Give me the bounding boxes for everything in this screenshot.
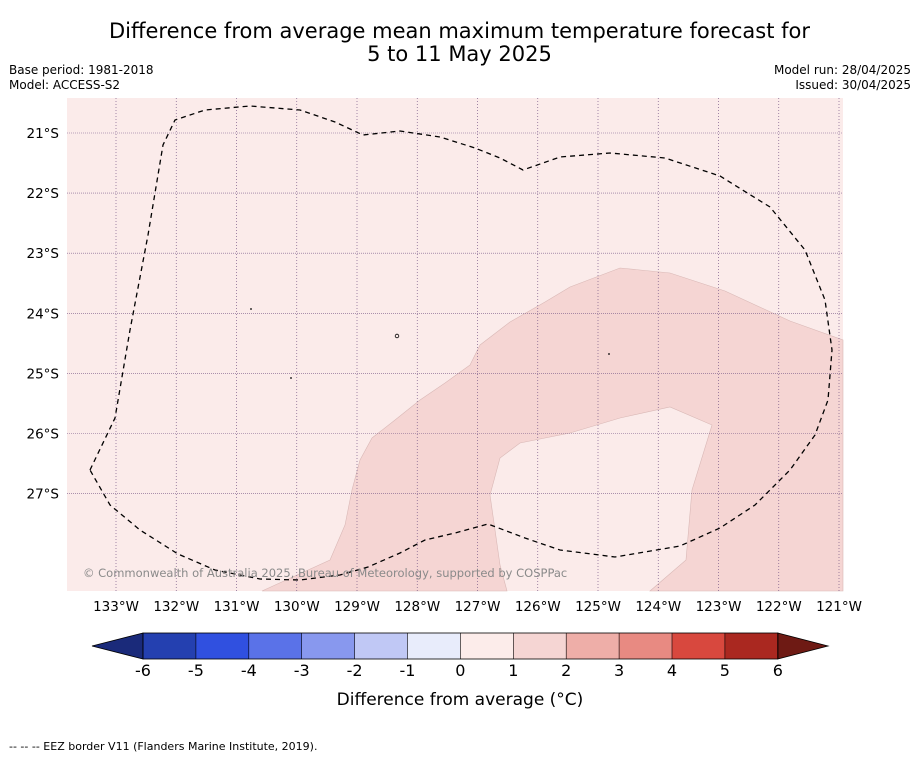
- longitude-label: 132°W: [153, 599, 199, 615]
- latitude-label: 22°S: [27, 186, 60, 202]
- longitude-label: 122°W: [756, 599, 802, 615]
- meta-left: Base period: 1981-2018 Model: ACCESS-S2: [9, 63, 154, 93]
- island-marker: [250, 308, 252, 310]
- colorbar-tick-label: -3: [294, 661, 310, 680]
- model-run: Model run: 28/04/2025: [773, 63, 911, 77]
- colorbar: -6 -5 -4 -3 -2 -1 0 1 2 3 4 5 6: [91, 632, 830, 680]
- latitude-labels: 21°S 22°S 23°S 24°S 25°S 26°S 27°S: [27, 126, 60, 503]
- longitude-label: 126°W: [515, 599, 561, 615]
- colorbar-segment: [672, 633, 726, 659]
- model-name: Model: ACCESS-S2: [9, 78, 121, 92]
- colorbar-tick-label: 3: [614, 661, 624, 680]
- colorbar-tick-label: -2: [347, 661, 363, 680]
- colorbar-segment: [724, 633, 779, 659]
- colorbar-segment: [460, 633, 514, 659]
- colorbar-segment: [195, 633, 250, 659]
- longitude-labels: 133°W 132°W 131°W 130°W 129°W 128°W 127°W 126°W…: [93, 599, 862, 615]
- latitude-label: 21°S: [27, 126, 60, 142]
- colorbar-segment: [248, 633, 303, 659]
- colorbar-tick-label: -5: [188, 661, 204, 680]
- latitude-label: 26°S: [27, 427, 60, 443]
- longitude-label: 129°W: [334, 599, 380, 615]
- island-marker: [608, 353, 610, 355]
- colorbar-tick-label: 4: [667, 661, 677, 680]
- issued-date: Issued: 30/04/2025: [795, 78, 911, 92]
- longitude-label: 124°W: [635, 599, 681, 615]
- colorbar-tick-label: -6: [135, 661, 151, 680]
- colorbar-tick-label: 2: [561, 661, 571, 680]
- latitude-label: 23°S: [27, 246, 60, 262]
- warm-anomaly-region: [261, 267, 844, 592]
- latitude-label: 25°S: [27, 366, 60, 382]
- colorbar-segment: [354, 633, 408, 659]
- colorbar-tick-label: 6: [773, 661, 783, 680]
- map-figure: © Commonwealth of Australia 2025, Bureau…: [27, 98, 862, 710]
- longitude-label: 133°W: [93, 599, 139, 615]
- longitude-label: 127°W: [455, 599, 501, 615]
- colorbar-segment: [619, 633, 673, 659]
- colorbar-segment: [143, 633, 197, 659]
- base-period: Base period: 1981-2018: [9, 63, 154, 77]
- latitude-label: 24°S: [27, 306, 60, 322]
- longitude-label: 131°W: [214, 599, 260, 615]
- colorbar-tick-label: -1: [400, 661, 416, 680]
- colorbar-segment: [513, 633, 567, 659]
- colorbar-segment: [566, 633, 620, 659]
- longitude-label: 123°W: [696, 599, 742, 615]
- longitude-label: 128°W: [394, 599, 440, 615]
- colorbar-tick-label: 0: [455, 661, 465, 680]
- copyright-notice: © Commonwealth of Australia 2025, Bureau…: [83, 566, 567, 580]
- longitude-label: 130°W: [274, 599, 320, 615]
- colorbar-tick-label: 1: [508, 661, 518, 680]
- colorbar-segment: [407, 633, 461, 659]
- graticule: [67, 98, 843, 591]
- colorbar-label: Difference from average (°C): [337, 690, 584, 710]
- longitude-label: 125°W: [575, 599, 621, 615]
- colorbar-segment: [301, 633, 356, 659]
- footer-note: -- -- -- EEZ border V11 (Flanders Marine…: [9, 740, 318, 753]
- eez-border: [89, 105, 833, 581]
- map-title-line-2: 5 to 11 May 2025: [367, 42, 552, 66]
- island-markers: [250, 308, 610, 379]
- colorbar-extend-low: [91, 632, 144, 660]
- colorbar-extend-high: [777, 632, 830, 660]
- colorbar-tick-label: 5: [720, 661, 730, 680]
- latitude-label: 27°S: [27, 487, 60, 503]
- map-title-line-1: Difference from average mean maximum tem…: [109, 19, 810, 43]
- island-marker: [394, 333, 400, 339]
- island-marker: [290, 377, 292, 379]
- meta-right: Model run: 28/04/2025 Issued: 30/04/2025: [774, 63, 911, 93]
- longitude-label: 121°W: [816, 599, 862, 615]
- colorbar-tick-label: -4: [241, 661, 257, 680]
